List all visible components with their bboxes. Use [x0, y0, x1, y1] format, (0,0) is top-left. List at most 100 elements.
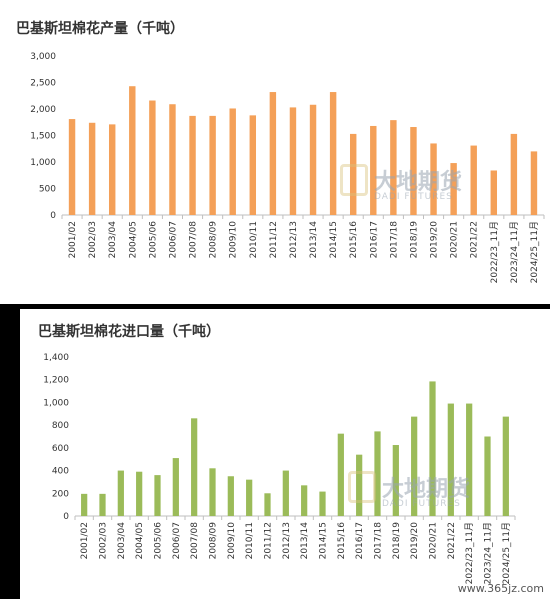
x-tick-label: 2001/02	[68, 221, 78, 258]
x-tick-label: 2001/02	[80, 522, 90, 559]
x-tick-label: 2009/10	[227, 522, 237, 560]
x-tick-label: 2011/12	[269, 221, 279, 258]
bar	[510, 133, 518, 215]
bar	[356, 454, 363, 516]
x-tick-label: 2023/24_11月	[483, 522, 494, 584]
bar	[136, 471, 143, 516]
y-tick-label: 500	[39, 185, 56, 195]
watermark-en-2: DADI FUTURES	[382, 499, 461, 509]
production-bar-chart: 0 500 1,000 1,500 2,000 2,500 3,000 2001/02 2002…	[30, 52, 545, 283]
bar	[169, 104, 176, 215]
bar	[502, 416, 509, 516]
x-tick-label: 2020/21	[429, 522, 439, 559]
bar	[329, 92, 337, 215]
watermark-cn-2: 大地期货	[382, 477, 471, 502]
x-tick-label: 2003/04	[117, 522, 127, 560]
bar	[390, 120, 397, 215]
y-tick-label: 2,000	[30, 105, 56, 115]
bar	[410, 127, 417, 215]
y-tick-label: 0	[50, 211, 56, 221]
bar	[450, 163, 457, 215]
bar	[154, 475, 161, 516]
bar	[337, 433, 344, 516]
y-tick-label: 1,200	[43, 376, 69, 386]
bar	[68, 119, 76, 215]
bar	[191, 418, 198, 516]
x-tick-label: 2002/03	[88, 221, 98, 258]
x-tick-label: 2008/09	[209, 522, 219, 560]
bar	[411, 416, 418, 516]
bar	[309, 104, 317, 215]
bar	[470, 145, 477, 215]
y-tick-label: 1,500	[30, 132, 56, 142]
bar	[447, 403, 454, 516]
production-chart-panel: 巴基斯坦棉花产量（千吨） 0 500 1,000 1,500 2,000 2,500 3,0…	[0, 0, 550, 304]
x-tick-label: 2004/05	[135, 522, 145, 559]
bar	[149, 100, 156, 215]
x-tick-label: 2019/20	[410, 522, 420, 560]
x-tick-label: 2016/17	[355, 522, 365, 559]
bar	[319, 491, 326, 516]
bar	[289, 107, 297, 215]
x-tick-label: 2004/05	[128, 221, 138, 258]
bar	[349, 133, 357, 215]
bar	[209, 115, 216, 215]
bar	[490, 170, 498, 215]
import-chart-panel: 巴基斯坦棉花进口量（千吨） 0 200 400 600 800 1,000 1,200 1,4…	[20, 309, 550, 599]
x-tick-label: 2015/16	[337, 522, 347, 560]
bar	[249, 115, 257, 215]
watermark-logo: 大地期货 DADI FUTURES	[340, 164, 462, 202]
bar	[246, 479, 253, 516]
bar	[129, 86, 136, 216]
bar	[229, 108, 236, 215]
x-tick-label: 2016/17	[369, 221, 379, 258]
bar	[374, 431, 381, 516]
bar	[117, 470, 124, 516]
y-tick-label: 800	[52, 421, 69, 431]
bar	[189, 115, 196, 215]
bar	[392, 445, 399, 516]
import-bar-chart: 0 200 400 600 800 1,000 1,200 1,400 2001/02 2002/…	[43, 353, 516, 584]
watermark-logo-2: 大地期货 DADI FUTURES	[348, 471, 470, 509]
bar	[301, 485, 308, 516]
x-tick-label: 2006/07	[172, 522, 182, 559]
x-tick-label: 2005/06	[148, 221, 158, 259]
bar	[227, 476, 234, 516]
x-tick-label: 2024/25_11月	[529, 221, 540, 283]
bar	[530, 151, 538, 215]
x-tick-label: 2018/19	[409, 221, 419, 259]
x-tick-label: 2009/10	[229, 221, 239, 259]
watermark-logo-icon-2	[348, 471, 376, 503]
x-tick-label: 2007/08	[189, 221, 199, 259]
x-tick-label: 2006/07	[168, 221, 178, 258]
x-tick-label: 2022/23_11月	[464, 522, 475, 584]
x-tick-label: 2011/12	[264, 522, 274, 559]
x-tick-label: 2017/18	[374, 522, 384, 560]
bar	[466, 403, 473, 516]
production-chart-title: 巴基斯坦棉花产量（千吨）	[16, 21, 184, 37]
x-tick-label: 2007/08	[190, 522, 200, 560]
y-tick-label: 3,000	[30, 52, 56, 62]
x-tick-label: 2017/18	[389, 221, 399, 259]
bar	[282, 470, 289, 516]
x-tick-label: 2008/09	[209, 221, 219, 259]
bar	[370, 125, 377, 215]
x-tick-label: 2013/14	[300, 522, 310, 560]
x-tick-label: 2005/06	[154, 522, 164, 560]
y-tick-label: 400	[52, 467, 69, 477]
bar	[209, 468, 216, 516]
y-tick-label: 1,400	[43, 353, 69, 363]
bar	[108, 124, 116, 215]
bar	[88, 122, 96, 215]
y-tick-label: 600	[52, 444, 69, 454]
x-tick-label: 2014/15	[319, 522, 329, 559]
watermark-en: DADI FUTURES	[374, 192, 453, 202]
x-tick-label: 2010/11	[249, 221, 259, 258]
bar	[269, 92, 277, 215]
x-tick-label: 2022/23_11月	[489, 221, 500, 283]
x-tick-label: 2002/03	[99, 522, 109, 559]
x-tick-label: 2023/24_11月	[509, 221, 520, 283]
x-tick-label: 2019/20	[430, 221, 440, 259]
x-tick-label: 2012/13	[289, 221, 299, 258]
y-tick-label: 0	[63, 512, 69, 522]
